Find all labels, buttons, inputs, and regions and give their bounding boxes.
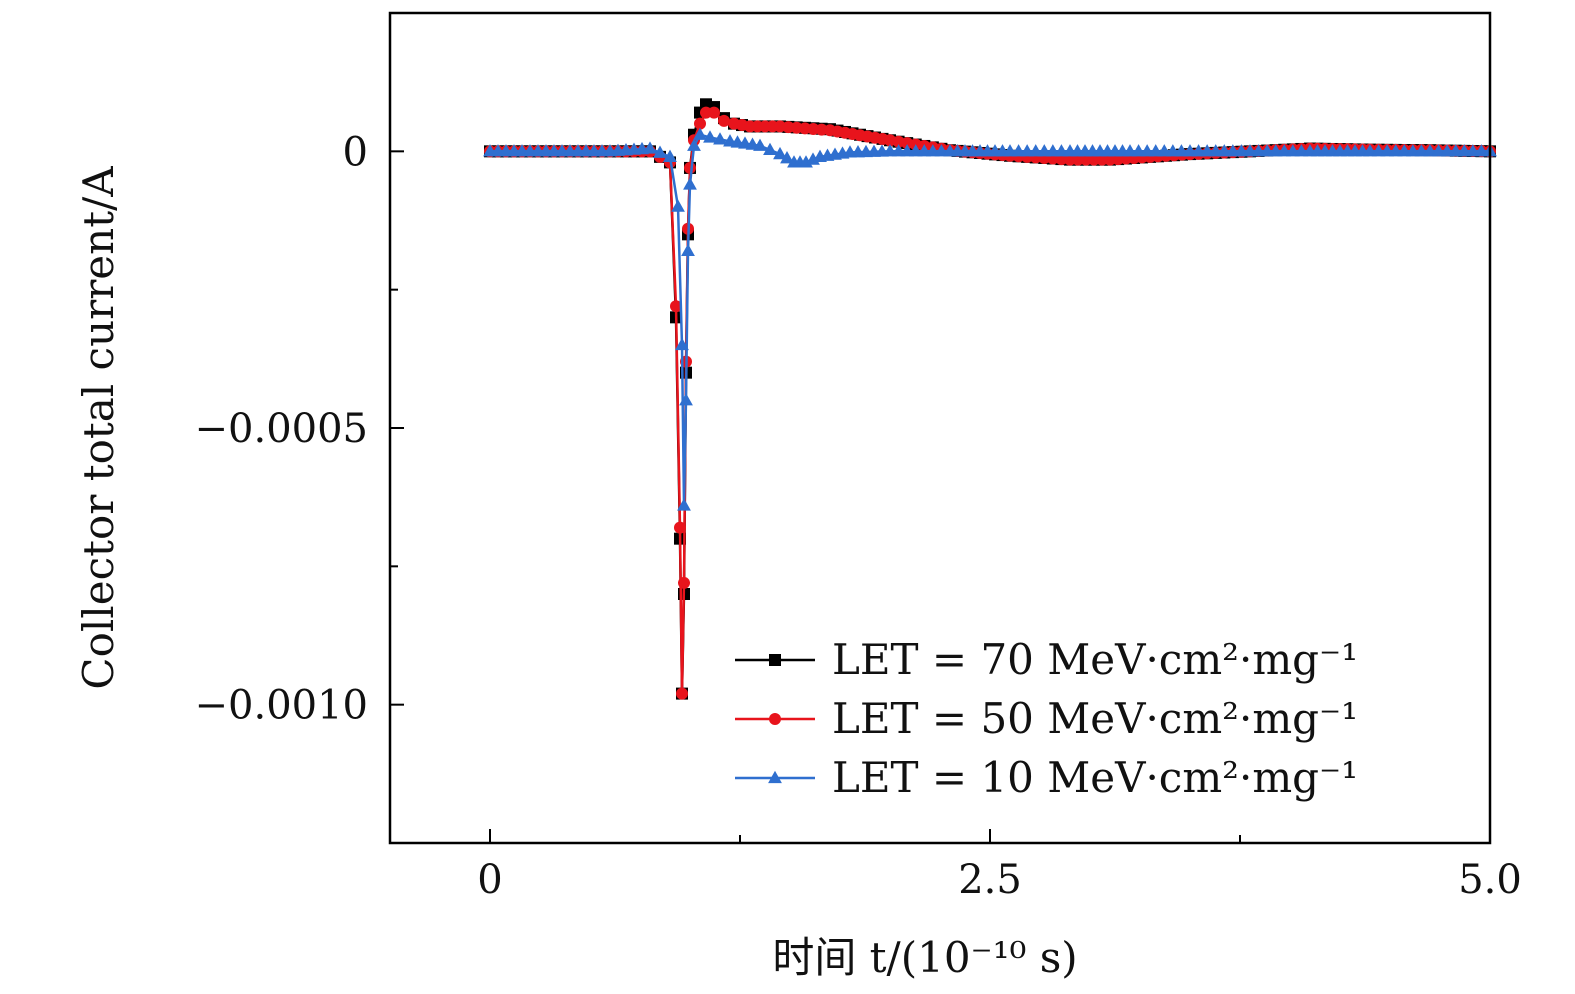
legend-item: LET = 50 MeV·cm²·mg⁻¹: [735, 694, 1358, 743]
legend-item: LET = 70 MeV·cm²·mg⁻¹: [735, 635, 1358, 684]
data-point: [670, 300, 682, 313]
legend-item: LET = 10 MeV·cm²·mg⁻¹: [735, 753, 1358, 802]
y-tick-label: 0: [343, 129, 368, 175]
x-tick-label: 5.0: [1458, 857, 1522, 903]
data-point: [643, 141, 657, 154]
series-line: [490, 133, 1490, 506]
ticks-group: [390, 150, 1491, 843]
series-line: [490, 102, 1491, 694]
x-axis-label: 时间 t/(10⁻¹⁰ s): [772, 933, 1077, 982]
series-line: [490, 111, 1491, 694]
x-tick-label: 2.5: [958, 857, 1022, 903]
data-point: [653, 145, 667, 158]
legend-label: LET = 70 MeV·cm²·mg⁻¹: [832, 635, 1358, 684]
data-point: [780, 151, 794, 164]
legend-label: LET = 50 MeV·cm²·mg⁻¹: [832, 694, 1358, 743]
legend-marker: [769, 713, 781, 725]
legend-marker: [769, 654, 781, 666]
data-point: [678, 576, 690, 589]
data-point: [684, 161, 696, 174]
data-point: [753, 138, 767, 151]
data-point: [679, 393, 693, 406]
data-point: [713, 132, 727, 145]
series-1: [484, 98, 1496, 700]
data-point: [675, 337, 689, 351]
data-point: [693, 127, 707, 140]
data-point: [718, 114, 730, 127]
series-3: [483, 127, 1497, 511]
data-point: [683, 177, 697, 190]
legend-marker: [768, 770, 782, 784]
series-2: [484, 106, 1496, 700]
legend: LET = 70 MeV·cm²·mg⁻¹ LET = 50 MeV·cm²·mg…: [735, 635, 1358, 802]
y-axis-label: Collector total current/A: [74, 166, 123, 690]
series-group: [483, 98, 1497, 700]
x-tick-label: 0: [477, 857, 502, 903]
data-point: [773, 146, 787, 160]
y-tick-label: −0.0010: [195, 683, 368, 729]
data-point: [681, 243, 695, 257]
data-point: [674, 521, 686, 534]
data-point: [708, 106, 720, 119]
data-point: [671, 199, 685, 212]
data-point: [677, 498, 691, 511]
legend-label: LET = 10 MeV·cm²·mg⁻¹: [832, 753, 1358, 802]
data-point: [694, 117, 706, 130]
y-tick-label: −0.0005: [195, 406, 368, 452]
data-point: [676, 687, 688, 700]
data-point: [703, 130, 717, 143]
tick-labels-group: 0 2.5 5.0 0 −0.0005 −0.0010: [195, 129, 1522, 903]
data-point: [687, 138, 701, 151]
data-point: [763, 142, 777, 156]
data-point: [663, 149, 677, 162]
